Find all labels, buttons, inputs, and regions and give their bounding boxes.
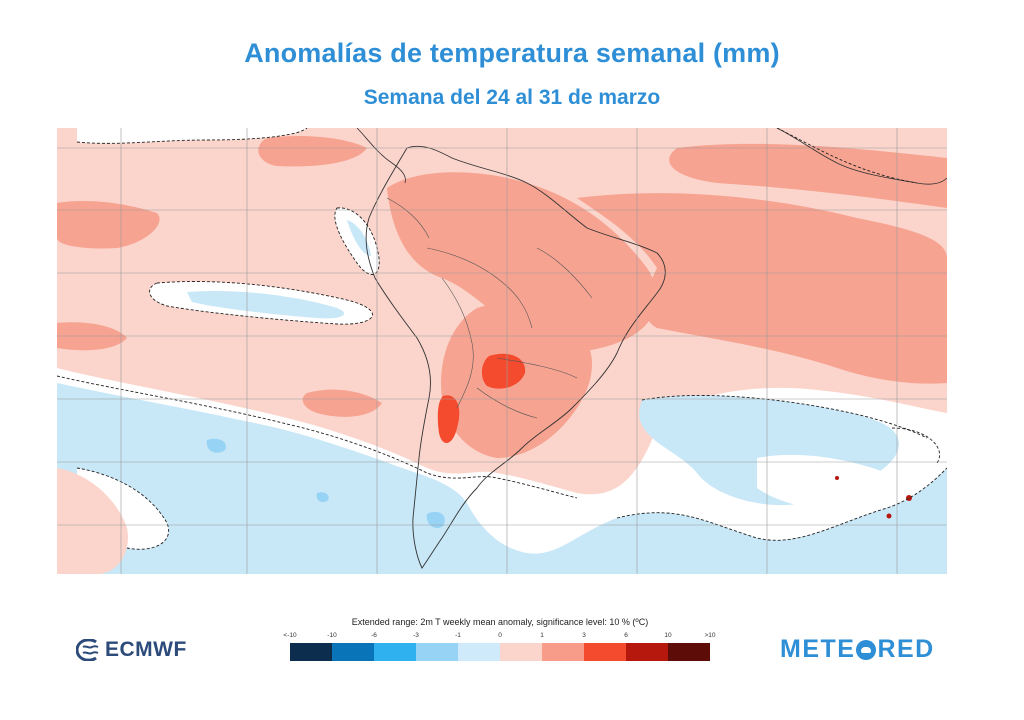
cool-anomaly-spots [206,438,445,529]
legend-tick: -6 [371,632,377,639]
cloud-icon [856,640,877,660]
legend-caption: Extended range: 2m T weekly mean anomaly… [351,617,649,627]
legend-tick: 0 [498,632,502,639]
legend-swatch [290,643,332,661]
legend-tick: 1 [540,632,544,639]
meteored-logo-prefix: METE [780,634,856,663]
legend-ticks: <-10 -10 -6 -3 -1 0 1 3 6 10 >10 [0,632,1024,644]
meteored-logo-suffix: RED [877,634,935,663]
strong-warm-anomaly [437,353,526,444]
legend-swatch [584,643,626,661]
legend-swatch [458,643,500,661]
legend-tick: -1 [455,632,461,639]
southwest-warm-patch [57,468,128,574]
southern-ocean-blue [57,383,947,574]
strong-warm-dots [835,476,912,519]
ecmwf-logo: ECMWF [76,636,187,664]
pacific-cool-streak-blue [187,290,345,319]
legend-tick: 6 [624,632,628,639]
anomaly-map [57,128,947,574]
legend-tick: >10 [704,632,716,639]
legend-swatch [542,643,584,661]
legend-tick: -3 [413,632,419,639]
legend-tick: 10 [664,632,672,639]
central-america-coastline [776,128,947,185]
ecmwf-logo-text: ECMWF [105,638,187,661]
map-title: Anomalías de temperatura semanal (mm) [244,38,780,68]
south-america-coastline [365,145,666,569]
peru-coast-cool-blue [347,220,371,256]
map-subtitle: Semana del 24 al 31 de marzo [363,86,661,109]
legend-tick: <-10 [283,632,297,639]
central-america-coastline [356,128,406,184]
legend-tick: 3 [582,632,586,639]
legend-swatch [500,643,542,661]
legend-swatch [626,643,668,661]
legend-swatch [668,643,710,661]
legend-tick: -10 [327,632,337,639]
legend-swatch [374,643,416,661]
map-svg [57,128,947,574]
meteored-logo: METE RED [780,632,935,666]
blue-area-white-patch [757,454,898,514]
north-pacific-white [77,128,307,144]
legend-swatch [332,643,374,661]
lat-lon-grid [57,128,947,574]
ecmwf-icon [76,639,99,661]
legend-color-bar [290,643,710,661]
legend-swatch [416,643,458,661]
